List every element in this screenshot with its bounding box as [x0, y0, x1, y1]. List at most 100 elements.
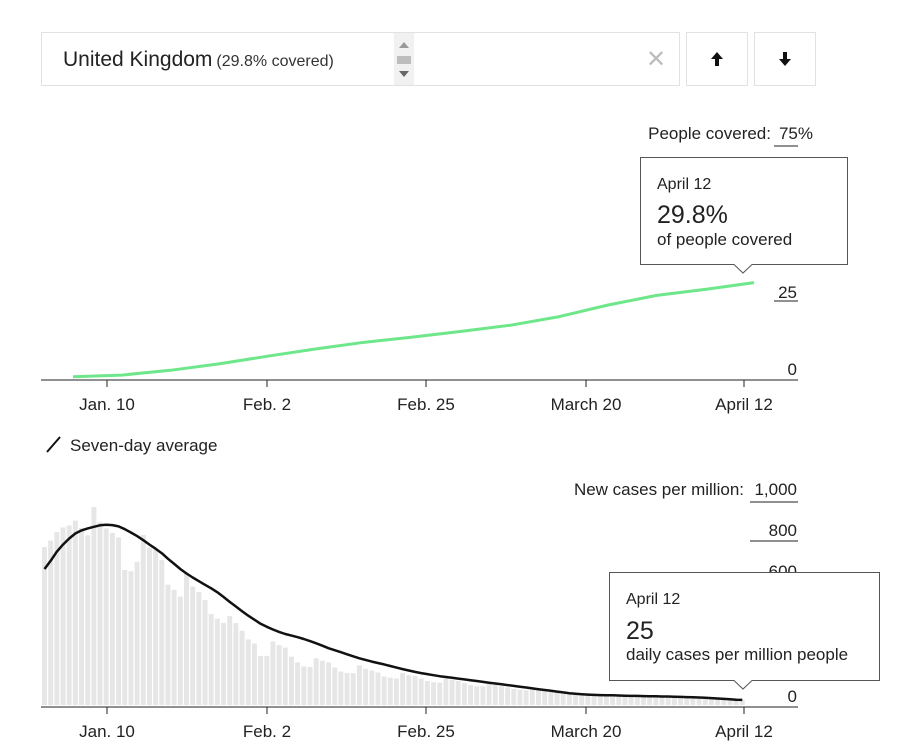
cases-xtick-label: Feb. 25	[397, 722, 455, 741]
cases-daily-bar	[739, 699, 745, 705]
cases-seven-day-average-line	[43, 523, 743, 702]
cases-daily-bar	[159, 560, 165, 705]
spinner-down-icon[interactable]	[399, 71, 409, 77]
cases-daily-bar	[554, 692, 560, 705]
cases-daily-bar	[264, 655, 270, 705]
cases-daily-bar	[369, 670, 375, 705]
cases-daily-bar	[443, 678, 449, 705]
cases-daily-bar	[653, 696, 659, 705]
cases-tooltip-value: 25	[626, 617, 654, 645]
arrow-up-icon	[711, 52, 723, 66]
cases-daily-bar	[295, 662, 301, 705]
cases-xtick-label: April 12	[715, 722, 773, 741]
cases-daily-bar	[165, 584, 171, 705]
cases-daily-bar	[647, 696, 653, 705]
cases-daily-bar	[146, 547, 152, 705]
cases-daily-bar	[616, 694, 622, 705]
cases-axis-title: New cases per million:	[574, 480, 744, 499]
cases-daily-bar	[579, 693, 585, 705]
cases-daily-bar	[400, 673, 406, 705]
cases-daily-bar	[202, 600, 208, 705]
cases-daily-bar	[258, 656, 264, 705]
cases-daily-bar	[282, 647, 288, 705]
cases-daily-bar	[678, 697, 684, 705]
country-selector[interactable]: United Kingdom (29.8% covered) ✕	[41, 32, 680, 86]
cases-daily-bar	[307, 667, 313, 705]
cases-daily-bar	[536, 689, 541, 705]
spinner-thumb[interactable]	[397, 56, 411, 64]
legend-seven-day-average: Seven-day average	[46, 436, 217, 455]
cases-daily-bar	[375, 672, 381, 705]
cases-x-ticks: Jan. 10 Feb. 2 Feb. 25 March 20 April 12	[79, 707, 773, 741]
cases-daily-bar	[591, 694, 597, 705]
cases-daily-bar	[60, 527, 66, 706]
cases-daily-bar	[171, 589, 177, 705]
cases-daily-bar	[542, 690, 548, 705]
cases-daily-bar	[474, 686, 480, 705]
cases-daily-bar	[702, 697, 708, 705]
cases-daily-bar	[184, 572, 189, 705]
coverage-xtick-label: Feb. 25	[397, 395, 455, 414]
coverage-x-ticks: Jan. 10 Feb. 2 Feb. 25 March 20 April 12	[79, 380, 773, 414]
cases-daily-bar	[684, 697, 690, 705]
cases-daily-bar	[332, 667, 338, 705]
cases-daily-bar	[350, 673, 356, 705]
legend-line-icon	[46, 436, 61, 453]
cases-daily-bar	[585, 694, 591, 705]
cases-daily-bar	[622, 695, 628, 705]
cases-daily-bar	[696, 698, 702, 705]
cases-daily-bar	[733, 699, 739, 705]
spinner-up-icon[interactable]	[399, 42, 409, 48]
cases-xtick-label: Feb. 2	[243, 722, 291, 741]
cases-daily-bar	[245, 639, 251, 705]
cases-daily-bar	[548, 691, 554, 705]
cases-daily-bar	[48, 540, 54, 705]
cases-daily-bar	[251, 643, 257, 705]
cases-daily-bar	[208, 614, 214, 705]
cases-daily-bar	[628, 695, 634, 705]
cases-daily-bar	[461, 683, 467, 705]
cases-tooltip-caption: daily cases per million people	[626, 645, 848, 664]
cases-daily-bar	[196, 592, 202, 705]
cases-daily-bar	[381, 676, 387, 705]
coverage-chart: People covered: 75% 25 0 Jan. 10 Feb. 2 Fe…	[41, 124, 848, 414]
cases-daily-bar	[109, 532, 115, 705]
cases-daily-bar	[91, 507, 97, 705]
coverage-tooltip-date: April 12	[657, 176, 711, 193]
cases-daily-bar	[406, 675, 412, 705]
cases-daily-bars	[42, 507, 745, 706]
cases-daily-bar	[721, 698, 727, 705]
cases-xtick-label: March 20	[551, 722, 622, 741]
cases-daily-bar	[116, 537, 122, 705]
coverage-tooltip-value: 29.8%	[657, 201, 728, 229]
cases-daily-bar	[523, 690, 529, 705]
coverage-xtick-label: March 20	[551, 395, 622, 414]
cases-chart: Seven-day average New cases per million:…	[41, 436, 880, 741]
cases-daily-bar	[270, 641, 276, 705]
cases-daily-bar	[492, 684, 498, 705]
cases-daily-bar	[498, 686, 504, 705]
cases-daily-bar	[449, 679, 455, 705]
selector-spinner[interactable]	[394, 33, 414, 85]
coverage-ytick-25: 25	[778, 283, 797, 302]
coverage-tooltip-caption: of people covered	[657, 230, 792, 249]
cases-daily-bar	[690, 697, 696, 705]
cases-daily-bar	[431, 682, 436, 705]
legend-label: Seven-day average	[70, 436, 217, 455]
cases-daily-bar	[394, 678, 399, 705]
next-country-button[interactable]	[754, 32, 816, 86]
cases-daily-bar	[480, 686, 486, 705]
previous-country-button[interactable]	[686, 32, 748, 86]
cases-daily-bar	[671, 696, 677, 705]
cases-daily-bar	[140, 534, 146, 705]
cases-ytick-0: 0	[788, 687, 797, 706]
cases-daily-bar	[356, 665, 362, 705]
arrow-down-icon	[779, 52, 791, 66]
close-icon[interactable]: ✕	[646, 46, 667, 73]
cases-daily-bar	[227, 616, 233, 705]
cases-tooltip: April 12 25 daily cases per million peop…	[609, 572, 880, 690]
cases-daily-bar	[239, 630, 245, 705]
cases-daily-bar	[289, 656, 294, 705]
cases-daily-bar	[603, 695, 609, 705]
